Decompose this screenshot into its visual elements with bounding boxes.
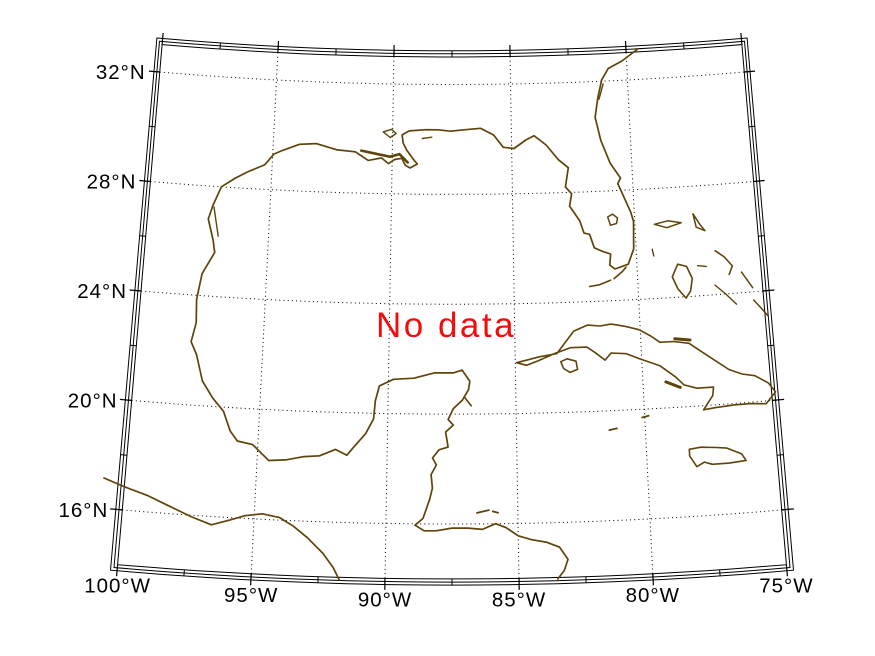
frame-divider-left (130, 344, 137, 347)
graticule-meridian-85w (509, 56, 520, 579)
coastline-andros (671, 263, 694, 299)
coastline-bay-islands-guanaja (491, 510, 499, 514)
lon-label-80w: 80°W (626, 584, 680, 607)
graticule-meridian-95w (250, 52, 279, 574)
graticule-meridian-90w (384, 56, 395, 579)
graticule-parallel-24n (140, 290, 764, 305)
lon-label-85w: 85°W (492, 588, 546, 611)
coastline-exuma-cays (714, 284, 738, 305)
lat-label-24n: 24°N (77, 280, 127, 303)
tick-bottom-95w (250, 573, 252, 586)
graticule-parallel-32n (159, 71, 745, 85)
coastline-pacific-coast-mexico (103, 477, 341, 581)
lat-label-16n: 16°N (58, 499, 108, 522)
coastline-new-providence (696, 265, 707, 268)
coastline-mainland-gulf-coast (190, 48, 639, 580)
frame-mid (113, 40, 791, 583)
tick-right-32n (744, 70, 756, 73)
graticule-parallel-28n (150, 181, 754, 195)
coastline-grand-bahama (653, 220, 682, 229)
coastline-georgia-sea-islands (598, 83, 604, 100)
no-data-label: No data (376, 306, 517, 345)
coastline-mississippi-sound-islands (421, 136, 433, 140)
frame-divider-right (758, 235, 765, 237)
frame-divider-right (748, 125, 755, 128)
frame-divider-right (776, 454, 784, 456)
tick-left-32n (148, 70, 160, 73)
coastline-bimini (651, 248, 655, 257)
coastline-lake-pontchartrain (382, 128, 397, 139)
tick-top-75w (740, 33, 743, 45)
frame-outer (109, 37, 795, 586)
coastline-eleuthera (714, 249, 734, 276)
coastline-cuba-south-cays (664, 380, 682, 389)
coastline-florida-keys-upper (613, 266, 627, 280)
tick-left-28n (139, 179, 151, 183)
coastline-bay-islands-roatan (476, 509, 490, 514)
lat-label-28n: 28°N (87, 171, 137, 194)
frame-divider-right (767, 344, 774, 347)
lon-label-100w: 100°W (84, 575, 151, 598)
coastline-lake-okeechobee (606, 213, 619, 226)
coastline-cuba-north-cays (673, 337, 692, 342)
lat-label-20n: 20°N (68, 389, 118, 412)
coastline-florida-keys-lower (588, 279, 612, 288)
frame-divider-left (149, 125, 156, 128)
coastline-cuba (515, 323, 777, 411)
tick-bottom-100w (116, 564, 119, 577)
tick-bottom-80w (652, 573, 654, 586)
tick-right-28n (753, 179, 765, 183)
coastline-cozumel (464, 396, 472, 407)
frame-divider-bottom (183, 569, 185, 577)
tick-right-16n (781, 508, 794, 511)
tick-right-20n (772, 398, 785, 401)
graticule-parallel-16n (122, 509, 782, 525)
tick-left-24n (129, 289, 142, 292)
tick-top-95w (277, 40, 280, 53)
tick-left-20n (119, 398, 132, 401)
frame-divider-bottom (719, 569, 721, 577)
lat-label-32n: 32°N (96, 61, 146, 84)
tick-bottom-75w (785, 564, 788, 577)
coastline-jamaica (688, 446, 747, 468)
lon-label-95w: 95°W (224, 584, 278, 607)
frame-divider-left (120, 454, 128, 456)
tick-top-100w (161, 33, 164, 45)
frame-divider-left (139, 235, 146, 237)
coastline-abaco (692, 212, 706, 232)
graticule-meridian-80w (625, 52, 654, 574)
lon-label-75w: 75°W (759, 575, 813, 598)
coastline-texas-barrier-island (213, 206, 219, 237)
coastline-cat-island (740, 271, 754, 289)
coastline-isla-de-la-juventud (560, 358, 579, 374)
coastline-little-cayman (641, 414, 650, 419)
lon-label-90w: 90°W (358, 588, 412, 611)
tick-top-80w (624, 40, 627, 53)
coastline-mississippi-delta-marsh (360, 149, 409, 164)
coastline-grand-cayman (608, 427, 618, 431)
coastline-long-island-bahamas (752, 299, 769, 317)
tick-right-24n (762, 289, 775, 292)
tick-left-16n (110, 508, 123, 511)
